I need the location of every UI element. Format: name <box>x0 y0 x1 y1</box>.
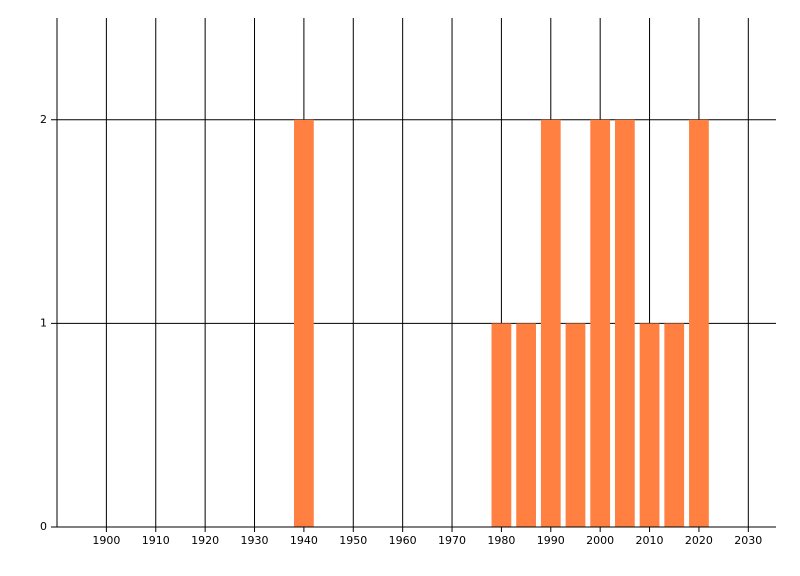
bar <box>491 323 512 527</box>
x-tick-label: 2030 <box>734 534 762 547</box>
x-tick-label: 1990 <box>537 534 565 547</box>
bar <box>639 323 660 527</box>
x-tick-label: 1940 <box>290 534 318 547</box>
x-tick-label: 1960 <box>389 534 417 547</box>
x-tick-label: 2020 <box>685 534 713 547</box>
x-tick-label: 2000 <box>586 534 614 547</box>
bar <box>565 323 586 527</box>
x-tick-label: 1930 <box>241 534 269 547</box>
bar <box>664 323 685 527</box>
x-tick-label: 1910 <box>142 534 170 547</box>
x-tick-label: 1920 <box>191 534 219 547</box>
bar <box>294 119 314 528</box>
bar <box>516 323 536 527</box>
x-tick-label: 1970 <box>438 534 466 547</box>
x-tick-label: 2010 <box>636 534 664 547</box>
bar <box>540 119 561 528</box>
bar <box>689 119 709 528</box>
bar <box>590 119 611 528</box>
x-tick-label: 1950 <box>339 534 367 547</box>
y-tick-label: 1 <box>40 316 47 329</box>
x-tick-label: 1980 <box>487 534 515 547</box>
y-tick-label: 0 <box>40 520 47 533</box>
bar <box>614 119 635 528</box>
x-tick-label: 1900 <box>92 534 120 547</box>
y-tick-label: 2 <box>40 113 47 126</box>
